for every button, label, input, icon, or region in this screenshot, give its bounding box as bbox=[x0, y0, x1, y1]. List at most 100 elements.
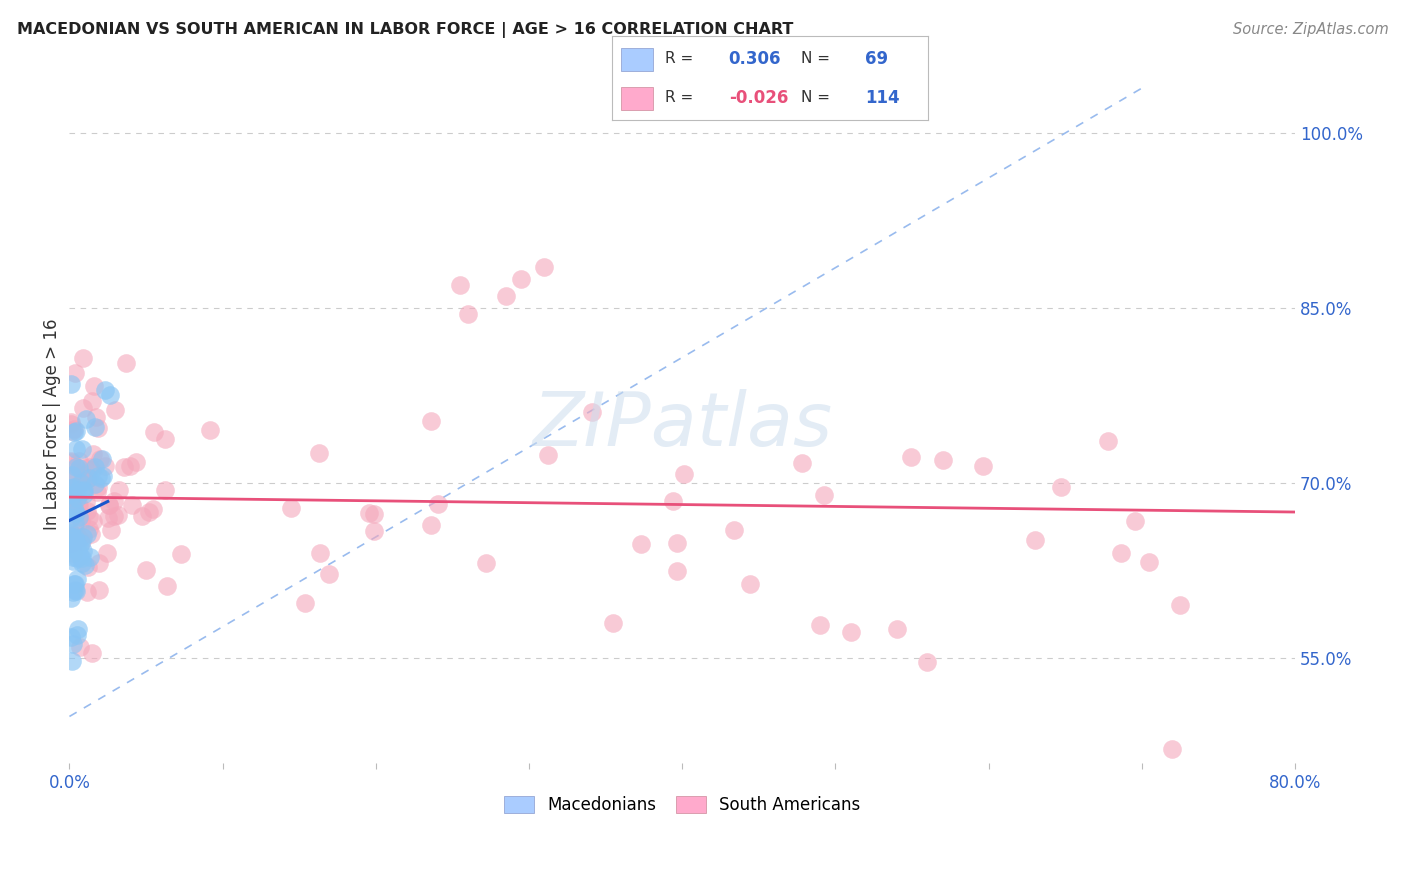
Point bbox=[67, 454, 90, 468]
Point bbox=[79, 549, 101, 564]
Point bbox=[87, 469, 110, 483]
Text: Source: ZipAtlas.com: Source: ZipAtlas.com bbox=[1233, 22, 1389, 37]
Point bbox=[90, 451, 112, 466]
Point bbox=[67, 498, 90, 512]
Point bbox=[426, 497, 449, 511]
Point bbox=[143, 425, 166, 439]
Point bbox=[91, 469, 114, 483]
Point bbox=[62, 550, 84, 565]
Point bbox=[84, 409, 107, 424]
Point bbox=[96, 546, 118, 560]
Point bbox=[100, 523, 122, 537]
Point bbox=[495, 289, 517, 303]
Point bbox=[66, 628, 89, 642]
Point bbox=[76, 472, 98, 486]
Point bbox=[83, 477, 105, 491]
Point bbox=[59, 525, 82, 540]
Point bbox=[363, 524, 385, 538]
Point bbox=[153, 432, 176, 446]
Point bbox=[107, 508, 129, 522]
Point bbox=[70, 556, 93, 570]
Point bbox=[112, 459, 135, 474]
Point bbox=[97, 498, 120, 512]
Point bbox=[115, 355, 138, 369]
Point bbox=[59, 415, 82, 429]
Point bbox=[73, 487, 96, 501]
Point bbox=[125, 455, 148, 469]
Point bbox=[66, 550, 89, 565]
Point bbox=[63, 490, 86, 504]
Point bbox=[79, 459, 101, 474]
Point bbox=[86, 480, 108, 494]
Point bbox=[66, 541, 89, 555]
Point bbox=[808, 618, 831, 632]
Point bbox=[62, 502, 84, 516]
Point bbox=[449, 277, 471, 292]
Point bbox=[80, 463, 103, 477]
Point bbox=[1123, 514, 1146, 528]
Point bbox=[76, 585, 98, 599]
Point bbox=[886, 622, 908, 636]
Point bbox=[70, 475, 93, 490]
Point bbox=[83, 379, 105, 393]
Point bbox=[59, 469, 82, 483]
Point bbox=[602, 616, 624, 631]
Point bbox=[94, 458, 117, 473]
Point bbox=[280, 500, 302, 515]
Point bbox=[75, 558, 97, 573]
Point bbox=[90, 471, 112, 485]
Point bbox=[70, 515, 93, 529]
Point bbox=[62, 487, 84, 501]
Point bbox=[104, 403, 127, 417]
Point bbox=[84, 459, 107, 474]
Point bbox=[915, 655, 938, 669]
Point bbox=[60, 467, 83, 482]
Point bbox=[69, 549, 91, 563]
Point bbox=[533, 260, 555, 275]
Point bbox=[66, 483, 89, 497]
Point bbox=[63, 500, 86, 515]
Point bbox=[537, 448, 560, 462]
Point bbox=[118, 458, 141, 473]
Point bbox=[94, 383, 117, 397]
Point bbox=[60, 531, 83, 545]
Point bbox=[59, 536, 82, 550]
Point bbox=[121, 499, 143, 513]
Y-axis label: In Labor Force | Age > 16: In Labor Force | Age > 16 bbox=[44, 319, 60, 531]
Point bbox=[1109, 546, 1132, 560]
Point bbox=[790, 456, 813, 470]
Point bbox=[155, 483, 177, 498]
Point bbox=[62, 554, 84, 568]
Point bbox=[72, 530, 94, 544]
Point bbox=[665, 536, 688, 550]
Point bbox=[65, 424, 87, 438]
Point bbox=[60, 654, 83, 668]
Text: 114: 114 bbox=[865, 88, 900, 106]
Point bbox=[65, 542, 87, 557]
Point bbox=[79, 527, 101, 541]
Point bbox=[87, 421, 110, 435]
Point bbox=[65, 507, 87, 521]
Point bbox=[70, 477, 93, 491]
Point bbox=[60, 424, 83, 438]
Text: 0.306: 0.306 bbox=[728, 50, 782, 68]
Point bbox=[900, 450, 922, 465]
Point bbox=[73, 483, 96, 497]
Text: R =: R = bbox=[665, 90, 699, 105]
Point bbox=[66, 529, 89, 543]
Point bbox=[62, 546, 84, 560]
Point bbox=[80, 394, 103, 409]
Point bbox=[59, 454, 82, 468]
Point bbox=[932, 453, 955, 467]
Point bbox=[65, 584, 87, 599]
Point bbox=[87, 556, 110, 570]
Point bbox=[82, 514, 104, 528]
Bar bbox=[621, 47, 652, 71]
Point bbox=[65, 519, 87, 533]
Point bbox=[82, 446, 104, 460]
Point bbox=[62, 493, 84, 508]
Point bbox=[69, 640, 91, 654]
Point bbox=[63, 576, 86, 591]
Point bbox=[89, 452, 111, 467]
Point bbox=[308, 446, 330, 460]
